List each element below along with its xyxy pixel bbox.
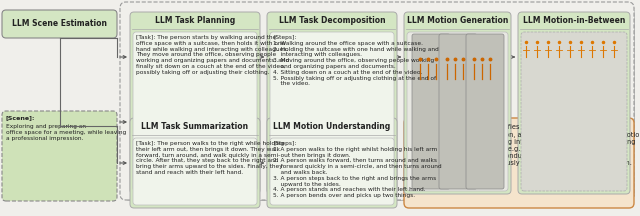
FancyBboxPatch shape (439, 34, 477, 189)
Text: LLM Task Planning: LLM Task Planning (155, 16, 235, 25)
FancyBboxPatch shape (122, 5, 634, 200)
Text: [Steps]:
1. Walking around the office space with a suitcase.
2. Holding the suit: [Steps]: 1. Walking around the office sp… (273, 35, 439, 86)
FancyBboxPatch shape (270, 32, 394, 191)
Text: [Task]: The person starts by walking around the
office space with a suitcase, th: [Task]: The person starts by walking aro… (136, 35, 289, 75)
FancyBboxPatch shape (133, 32, 257, 191)
FancyBboxPatch shape (412, 34, 450, 189)
FancyBboxPatch shape (466, 34, 504, 189)
Text: LLM Motion Generation: LLM Motion Generation (407, 16, 508, 25)
FancyBboxPatch shape (267, 118, 397, 208)
Text: LLM Task Decomposition: LLM Task Decomposition (278, 16, 385, 25)
Text: Our All-in-One framework unifies 1) high-level tasks such as task
planning and s: Our All-in-One framework unifies 1) high… (410, 124, 640, 166)
FancyBboxPatch shape (120, 2, 634, 200)
Text: [Task]: The person walks to the right while holding
their left arm out, then bri: [Task]: The person walks to the right wh… (136, 141, 284, 175)
FancyBboxPatch shape (130, 118, 260, 208)
FancyBboxPatch shape (407, 32, 508, 191)
FancyBboxPatch shape (132, 14, 634, 200)
Text: [Scene]:: [Scene]: (6, 115, 35, 120)
FancyBboxPatch shape (127, 10, 634, 200)
FancyBboxPatch shape (2, 10, 117, 38)
Text: LLM Scene Estimation: LLM Scene Estimation (12, 19, 107, 29)
Text: LLM Motion-in-Between: LLM Motion-in-Between (523, 16, 625, 25)
Text: LLM Task Summarization: LLM Task Summarization (141, 122, 248, 131)
Text: Exploring and preparing an
office space for a meeting, while leaving
a professio: Exploring and preparing an office space … (6, 124, 126, 141)
FancyBboxPatch shape (404, 118, 634, 208)
FancyBboxPatch shape (404, 12, 511, 194)
FancyBboxPatch shape (267, 12, 397, 194)
FancyBboxPatch shape (130, 12, 634, 200)
FancyBboxPatch shape (521, 32, 627, 191)
Text: LLM Motion Understanding: LLM Motion Understanding (273, 122, 390, 131)
FancyBboxPatch shape (270, 138, 394, 205)
Text: [Steps]:
1. A person walks to the right whilst holding his left arm
    out then: [Steps]: 1. A person walks to the right … (273, 141, 442, 198)
FancyBboxPatch shape (133, 138, 257, 205)
FancyBboxPatch shape (518, 12, 630, 194)
FancyBboxPatch shape (125, 7, 634, 200)
FancyBboxPatch shape (2, 111, 117, 201)
FancyBboxPatch shape (130, 12, 260, 194)
